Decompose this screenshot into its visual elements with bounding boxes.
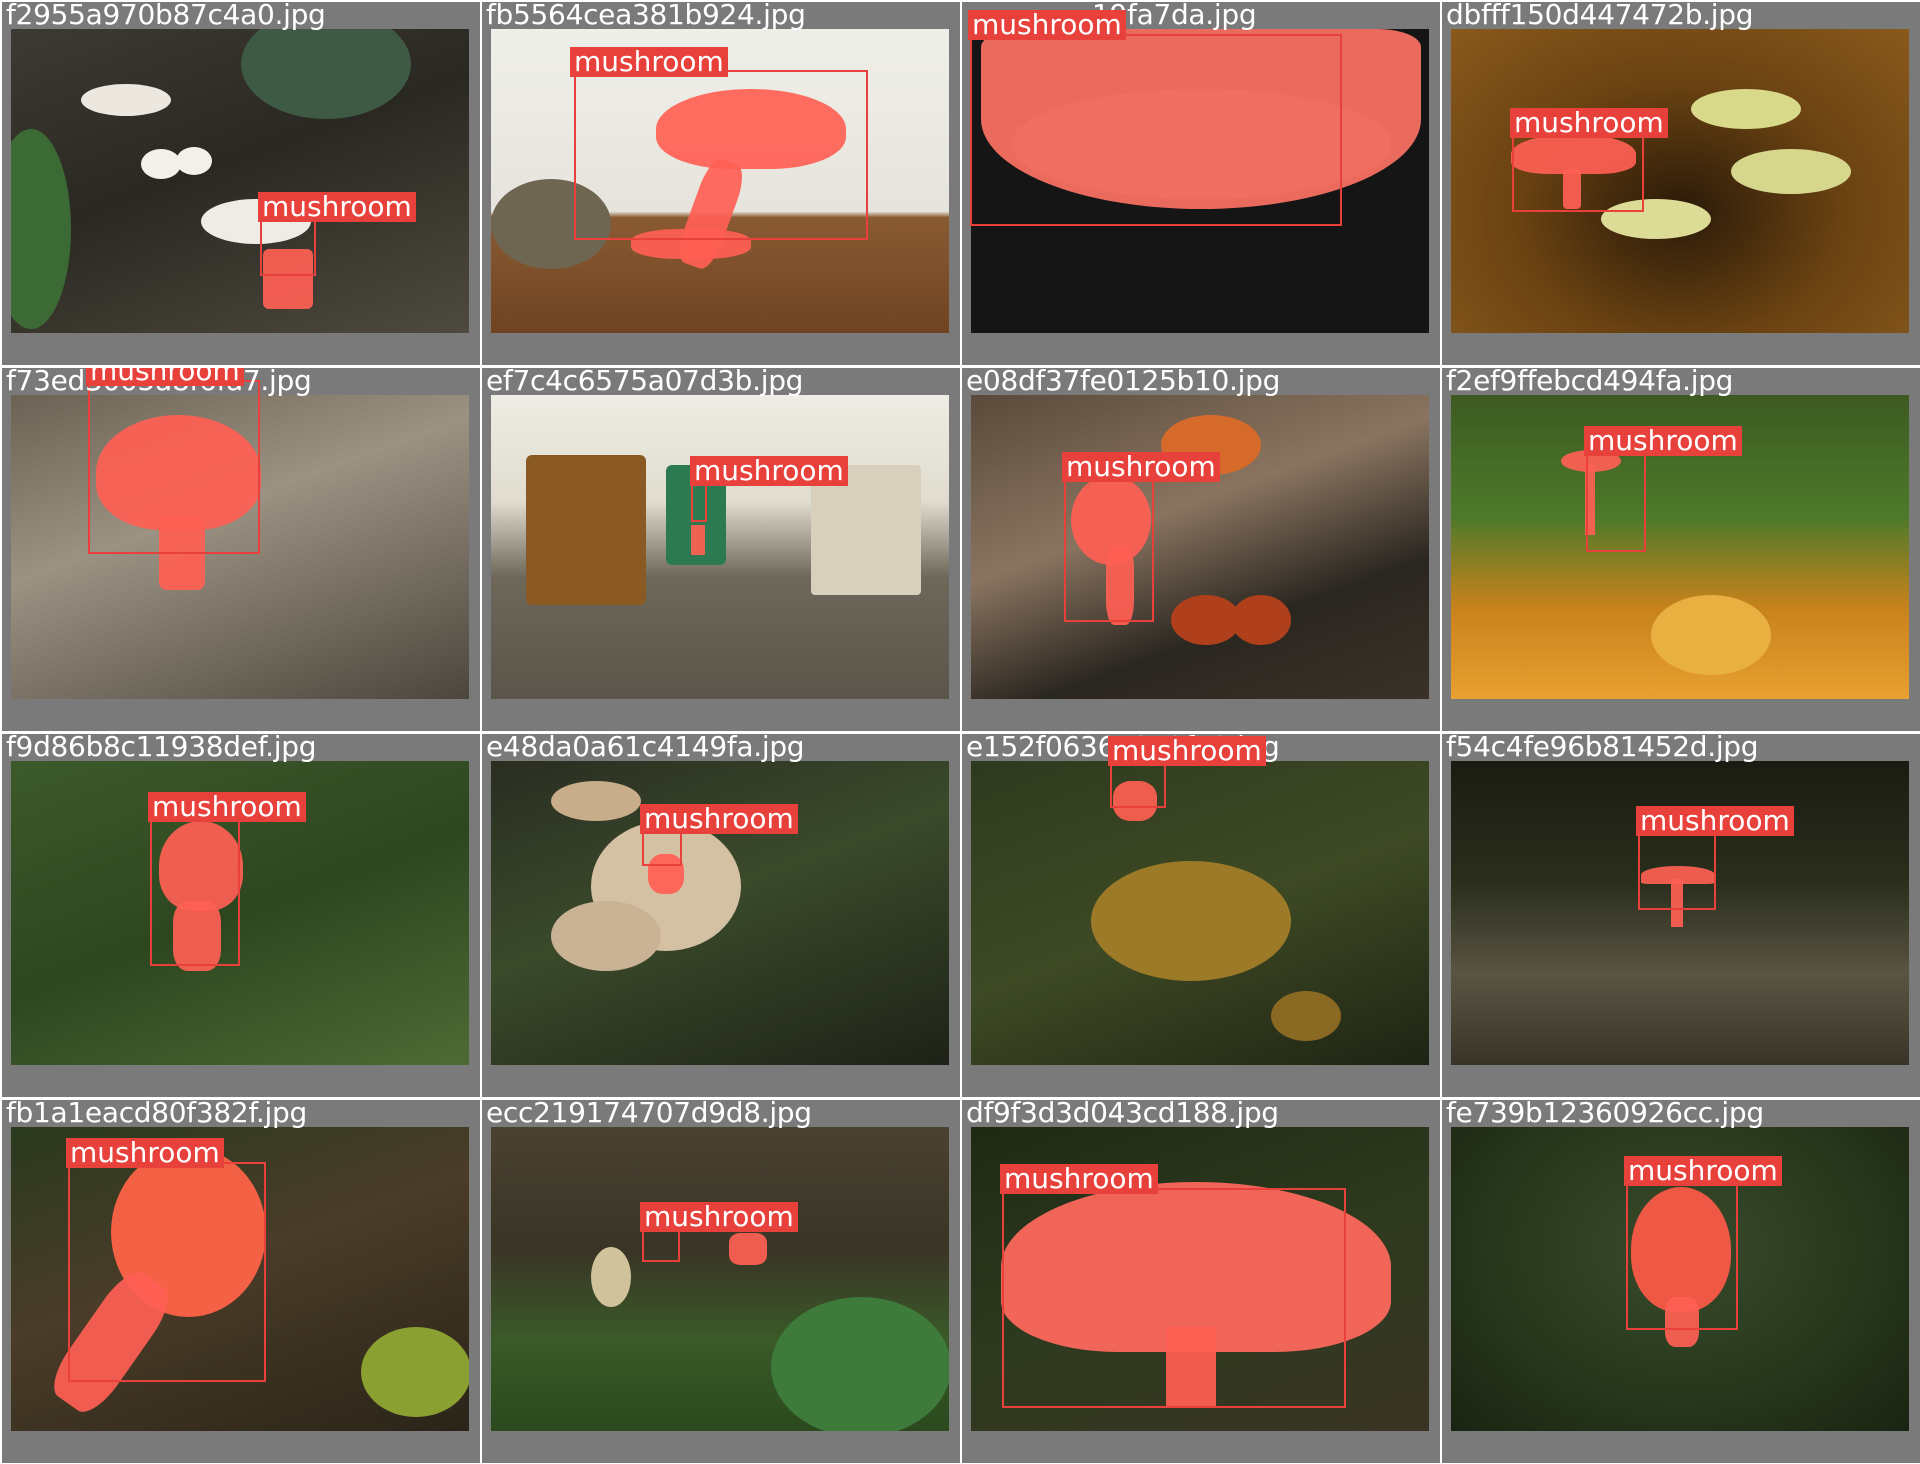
bbox [68, 1162, 266, 1382]
tile-14: mushroom ecc219174707d9d8.jpg [482, 1100, 960, 1463]
class-label: mushroom [86, 368, 244, 386]
tile-photo [11, 29, 469, 333]
class-label: mushroom [1108, 736, 1266, 766]
tile-photo [491, 1127, 949, 1431]
bbox [970, 34, 1342, 226]
filename: ecc219174707d9d8.jpg [486, 1100, 812, 1129]
filename: dbfff150d447472b.jpg [1446, 2, 1754, 31]
class-label: mushroom [1062, 452, 1220, 482]
class-label: mushroom [1584, 426, 1742, 456]
tile-11: mushroom e152f0636a872fe9.jpg [962, 734, 1440, 1097]
tile-16: mushroom fe739b12360926cc.jpg [1442, 1100, 1920, 1463]
tile-6: mushroom ef7c4c6575a07d3b.jpg [482, 368, 960, 731]
bbox [1512, 132, 1644, 212]
tile-7: mushroom e08df37fe0125b10.jpg [962, 368, 1440, 731]
filename: fb1a1eacd80f382f.jpg [6, 1100, 307, 1129]
tile-photo [491, 395, 949, 699]
bbox [1110, 760, 1166, 808]
bbox [260, 218, 316, 276]
filename: ef7c4c6575a07d3b.jpg [486, 368, 804, 397]
tile-2: mushroom fb5564cea381b924.jpg [482, 2, 960, 365]
bbox [1002, 1188, 1346, 1408]
bbox [1586, 450, 1646, 552]
filename: df9f3d3d043cd188.jpg [966, 1100, 1279, 1129]
bbox [88, 380, 260, 554]
tile-5: mushroom f73ed3005a8f6fa7.jpg [2, 368, 480, 731]
filename: fb5564cea381b924.jpg [486, 2, 806, 31]
filename: e08df37fe0125b10.jpg [966, 368, 1281, 397]
tile-9: mushroom f9d86b8c11938def.jpg [2, 734, 480, 1097]
tile-photo [491, 29, 949, 333]
tile-photo [971, 761, 1429, 1065]
bbox [1064, 476, 1154, 622]
bbox [642, 1228, 680, 1262]
class-label: mushroom [690, 456, 848, 486]
filename: f9d86b8c11938def.jpg [6, 734, 317, 763]
tile-photo [1451, 29, 1909, 333]
class-label: mushroom [1624, 1156, 1782, 1186]
tile-10: mushroom e48da0a61c4149fa.jpg [482, 734, 960, 1097]
bbox [1638, 830, 1716, 910]
tile-13: mushroom fb1a1eacd80f382f.jpg [2, 1100, 480, 1463]
class-label: mushroom [968, 10, 1126, 40]
bbox [150, 816, 240, 966]
tile-photo [971, 395, 1429, 699]
class-label: mushroom [1000, 1164, 1158, 1194]
tile-photo [11, 395, 469, 699]
filename: e48da0a61c4149fa.jpg [486, 734, 805, 763]
filename: f54c4fe96b81452d.jpg [1446, 734, 1759, 763]
bbox [1626, 1180, 1738, 1330]
tile-1: mushroom f2955a970b87c4a0.jpg [2, 2, 480, 365]
tile-15: mushroom df9f3d3d043cd188.jpg [962, 1100, 1440, 1463]
class-label: mushroom [640, 1202, 798, 1232]
class-label: mushroom [66, 1138, 224, 1168]
tile-4: mushroom dbfff150d447472b.jpg [1442, 2, 1920, 365]
tile-photo [971, 29, 1429, 333]
class-label: mushroom [148, 792, 306, 822]
bbox [691, 482, 707, 522]
filename: f2955a970b87c4a0.jpg [6, 2, 326, 31]
class-label: mushroom [258, 192, 416, 222]
class-label: mushroom [1636, 806, 1794, 836]
filename: f2ef9ffebcd494fa.jpg [1446, 368, 1734, 397]
tile-8: mushroom f2ef9ffebcd494fa.jpg [1442, 368, 1920, 731]
tile-12: mushroom f54c4fe96b81452d.jpg [1442, 734, 1920, 1097]
tile-photo [491, 761, 949, 1065]
filename: fe739b12360926cc.jpg [1446, 1100, 1764, 1129]
class-label: mushroom [1510, 108, 1668, 138]
class-label: mushroom [640, 804, 798, 834]
class-label: mushroom [570, 47, 728, 77]
tile-3: mushroom 19fa7da.jpg [962, 2, 1440, 365]
bbox [574, 70, 868, 240]
